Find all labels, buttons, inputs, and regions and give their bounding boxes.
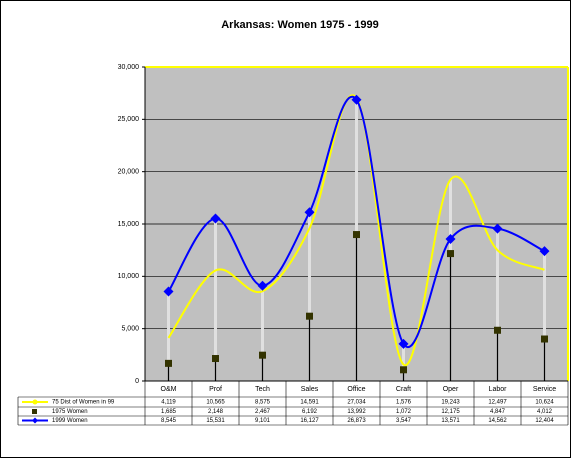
y-tick-label: 20,000 bbox=[118, 169, 140, 176]
marker-square bbox=[212, 355, 219, 363]
x-tick-label: Service bbox=[533, 386, 556, 393]
table-cell: 13,992 bbox=[347, 409, 366, 415]
table-cell: 19,243 bbox=[441, 400, 460, 406]
legend-marker bbox=[32, 417, 38, 424]
legend-marker bbox=[32, 399, 38, 405]
legend-label: 75 Dist of Women in 99 bbox=[52, 400, 115, 406]
y-tick-label: 0 bbox=[135, 378, 139, 385]
table-cell: 8,575 bbox=[255, 400, 271, 406]
marker-diamond bbox=[257, 280, 268, 291]
marker-square bbox=[353, 231, 360, 239]
marker-square bbox=[494, 326, 501, 334]
table-cell: 26,873 bbox=[347, 418, 366, 424]
y-tick-label: 10,000 bbox=[118, 273, 140, 280]
table-cell: 2,148 bbox=[208, 409, 224, 415]
table-cell: 6,192 bbox=[302, 409, 318, 415]
table-cell: 4,012 bbox=[537, 409, 553, 415]
table-cell: 4,119 bbox=[161, 400, 176, 406]
marker-diamond bbox=[492, 223, 503, 234]
table-cell: 4,847 bbox=[490, 409, 506, 415]
marker-diamond bbox=[163, 286, 174, 297]
marker-diamond bbox=[445, 233, 456, 244]
marker-square bbox=[165, 359, 172, 367]
table-cell: 12,175 bbox=[441, 409, 460, 415]
table-cell: 9,101 bbox=[255, 418, 271, 424]
table-cell: 8,545 bbox=[161, 418, 177, 424]
table-cell: 3,547 bbox=[396, 418, 412, 424]
y-tick-label: 15,000 bbox=[118, 221, 140, 228]
legend-marker bbox=[32, 409, 37, 414]
marker-square bbox=[259, 351, 266, 359]
table-cell: 27,034 bbox=[347, 400, 366, 406]
x-tick-label: O&M bbox=[161, 386, 177, 393]
table-cell: 14,591 bbox=[300, 400, 319, 406]
x-tick-label: Craft bbox=[396, 386, 411, 393]
table-cell: 13,571 bbox=[441, 418, 460, 424]
x-tick-label: Oper bbox=[443, 386, 459, 393]
table-cell: 12,497 bbox=[488, 400, 507, 406]
legend-label: 1975 Women bbox=[52, 409, 88, 415]
marker-square bbox=[400, 366, 407, 374]
marker-square bbox=[447, 250, 454, 258]
x-tick-label: Labor bbox=[489, 386, 508, 393]
table-cell: 1,072 bbox=[396, 409, 412, 415]
marker-diamond bbox=[210, 213, 221, 224]
x-tick-label: Prof bbox=[209, 386, 222, 393]
table-cell: 15,531 bbox=[206, 418, 225, 424]
table-cell: 14,562 bbox=[488, 418, 507, 424]
marker-diamond bbox=[351, 94, 362, 105]
marker-square bbox=[306, 312, 313, 320]
table-cell: 2,467 bbox=[255, 409, 271, 415]
x-tick-label: Tech bbox=[255, 386, 270, 393]
chart-title: Arkansas: Women 1975 - 1999 bbox=[221, 19, 379, 31]
table-cell: 1,685 bbox=[161, 409, 177, 415]
marker-diamond bbox=[398, 338, 409, 349]
marker-diamond bbox=[539, 246, 550, 257]
table-cell: 10,624 bbox=[535, 400, 554, 406]
y-tick-label: 5,000 bbox=[121, 326, 139, 333]
legend-label: 1999 Women bbox=[52, 418, 88, 424]
table-cell: 1,576 bbox=[396, 400, 412, 406]
y-tick-label: 25,000 bbox=[118, 116, 140, 123]
table-cell: 16,127 bbox=[300, 418, 319, 424]
x-tick-label: Office bbox=[347, 386, 365, 393]
table-cell: 12,404 bbox=[535, 418, 554, 424]
marker-diamond bbox=[304, 207, 315, 218]
y-tick-label: 30,000 bbox=[118, 64, 140, 71]
marker-square bbox=[541, 335, 548, 343]
table-cell: 10,565 bbox=[206, 400, 225, 406]
x-tick-label: Sales bbox=[301, 386, 319, 393]
